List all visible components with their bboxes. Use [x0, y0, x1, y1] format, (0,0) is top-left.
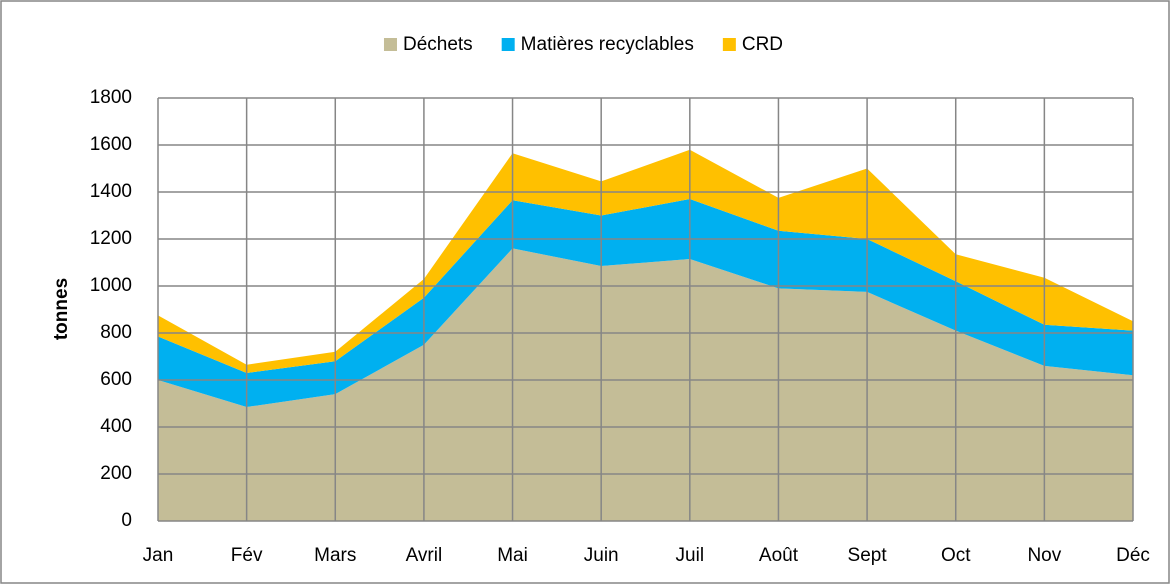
area [158, 248, 1133, 521]
x-tick-label: Nov [1027, 545, 1061, 566]
x-tick-label: Avril [406, 545, 443, 566]
y-tick-label: 600 [100, 369, 132, 390]
x-tick-label: Août [759, 545, 799, 566]
x-tick-label: Déc [1116, 545, 1150, 566]
y-tick-label: 1000 [90, 275, 132, 296]
x-tick-label: Mai [497, 545, 528, 566]
y-tick-label: 400 [100, 416, 132, 437]
legend-swatch [722, 38, 736, 51]
x-tick-label: Oct [941, 545, 971, 566]
y-tick-label: 800 [100, 322, 132, 343]
legend-swatch [501, 38, 515, 51]
x-tick-label: Fév [231, 545, 263, 566]
area [158, 199, 1133, 408]
y-tick-label: 1800 [90, 87, 132, 108]
legend-label: CRD [742, 34, 783, 55]
y-axis-label: tonnes [51, 278, 72, 340]
legend-swatch [383, 38, 397, 51]
x-tick-label: Juil [676, 545, 705, 566]
area [158, 149, 1133, 373]
x-tick-label: Mars [314, 545, 356, 566]
x-tick-label: Sept [848, 545, 888, 566]
y-tick-label: 0 [121, 510, 132, 531]
legend-label: Déchets [403, 34, 473, 55]
x-tick-label: Jan [143, 545, 174, 566]
y-tick-label: 1200 [90, 228, 132, 249]
y-tick-label: 200 [100, 463, 132, 484]
legend-label: Matières recyclables [521, 34, 694, 55]
y-tick-label: 1600 [90, 134, 132, 155]
y-tick-label: 1400 [90, 181, 132, 202]
x-tick-label: Juin [584, 545, 619, 566]
